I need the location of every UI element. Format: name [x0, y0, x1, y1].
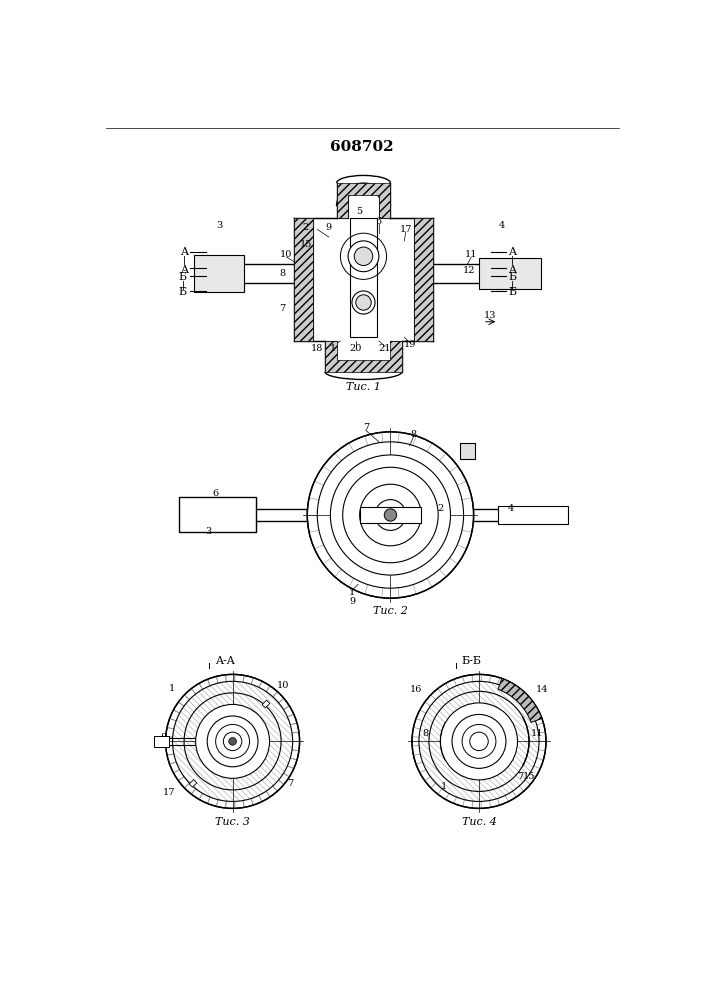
Text: 608702: 608702	[330, 140, 394, 154]
Text: 15: 15	[523, 772, 535, 781]
Text: Τис. 1: Τис. 1	[346, 382, 381, 392]
Wedge shape	[308, 432, 474, 598]
Circle shape	[452, 714, 506, 768]
Text: 12: 12	[463, 266, 475, 275]
Circle shape	[360, 484, 421, 546]
Bar	[350, 218, 378, 337]
Text: Τис. 2: Τис. 2	[373, 606, 408, 616]
Circle shape	[330, 455, 450, 575]
Text: A-A: A-A	[215, 656, 235, 666]
Text: 9: 9	[326, 223, 332, 232]
Text: 6: 6	[376, 217, 382, 226]
Text: 3: 3	[205, 527, 211, 536]
Text: 4: 4	[508, 504, 515, 513]
Polygon shape	[414, 218, 433, 341]
Text: 17: 17	[163, 788, 176, 797]
Text: 10: 10	[277, 681, 290, 690]
Bar	[498, 506, 568, 524]
Circle shape	[440, 703, 518, 780]
Text: 20: 20	[349, 344, 362, 353]
Bar	[262, 700, 270, 708]
Text: A: A	[508, 247, 516, 257]
Polygon shape	[337, 183, 390, 218]
Wedge shape	[498, 678, 542, 722]
Circle shape	[412, 674, 546, 808]
Text: 3: 3	[216, 221, 223, 230]
Circle shape	[385, 509, 397, 521]
Text: 7: 7	[517, 772, 523, 781]
Text: 15: 15	[300, 240, 312, 249]
Circle shape	[348, 241, 379, 272]
Text: 8: 8	[279, 269, 286, 278]
Bar	[179, 497, 256, 532]
Text: 6: 6	[213, 489, 218, 498]
Circle shape	[354, 247, 373, 266]
Text: 8: 8	[160, 733, 166, 742]
Bar	[194, 255, 244, 292]
Text: Б: Б	[508, 272, 516, 282]
Text: Б: Б	[178, 272, 187, 282]
Polygon shape	[294, 218, 313, 341]
Text: 17: 17	[399, 225, 412, 234]
Text: 1: 1	[169, 684, 175, 693]
Text: 1: 1	[349, 588, 355, 597]
Text: 5: 5	[356, 207, 363, 216]
Bar	[154, 736, 170, 747]
Polygon shape	[325, 341, 402, 372]
Text: 7: 7	[363, 424, 369, 432]
Text: A: A	[508, 265, 516, 275]
Text: A: A	[180, 247, 188, 257]
Bar	[189, 780, 197, 787]
Circle shape	[196, 704, 269, 778]
Text: 1: 1	[329, 344, 336, 353]
Circle shape	[165, 674, 300, 808]
Bar	[360, 507, 421, 523]
Text: A: A	[180, 265, 188, 275]
Text: Τис. 3: Τис. 3	[215, 817, 250, 827]
Text: 8: 8	[411, 430, 416, 439]
Text: 19: 19	[404, 340, 416, 349]
Circle shape	[352, 291, 375, 314]
Circle shape	[375, 500, 406, 530]
Text: 16: 16	[409, 685, 422, 694]
Text: 21: 21	[379, 344, 391, 353]
Text: 8: 8	[422, 729, 428, 738]
Text: 1: 1	[441, 782, 448, 791]
Text: Τис. 4: Τис. 4	[462, 817, 496, 827]
Text: 7: 7	[279, 304, 286, 313]
Circle shape	[356, 295, 371, 310]
Text: 10: 10	[280, 250, 293, 259]
Text: 14: 14	[536, 685, 549, 694]
Circle shape	[207, 716, 258, 767]
Text: 4: 4	[499, 221, 506, 230]
Text: 11: 11	[530, 729, 543, 738]
Text: 9: 9	[252, 758, 259, 767]
Text: 13: 13	[484, 311, 497, 320]
Text: 7: 7	[287, 779, 293, 788]
Bar	[460, 443, 475, 459]
Text: 2: 2	[303, 223, 309, 232]
Text: Б-Б: Б-Б	[461, 656, 481, 666]
Text: 9: 9	[349, 597, 355, 606]
Text: Б: Б	[508, 287, 516, 297]
Bar	[479, 258, 541, 289]
Text: 18: 18	[311, 344, 324, 353]
Text: Б: Б	[178, 287, 187, 297]
Circle shape	[229, 738, 236, 745]
Text: 11: 11	[465, 250, 477, 259]
Text: 2: 2	[438, 504, 443, 513]
